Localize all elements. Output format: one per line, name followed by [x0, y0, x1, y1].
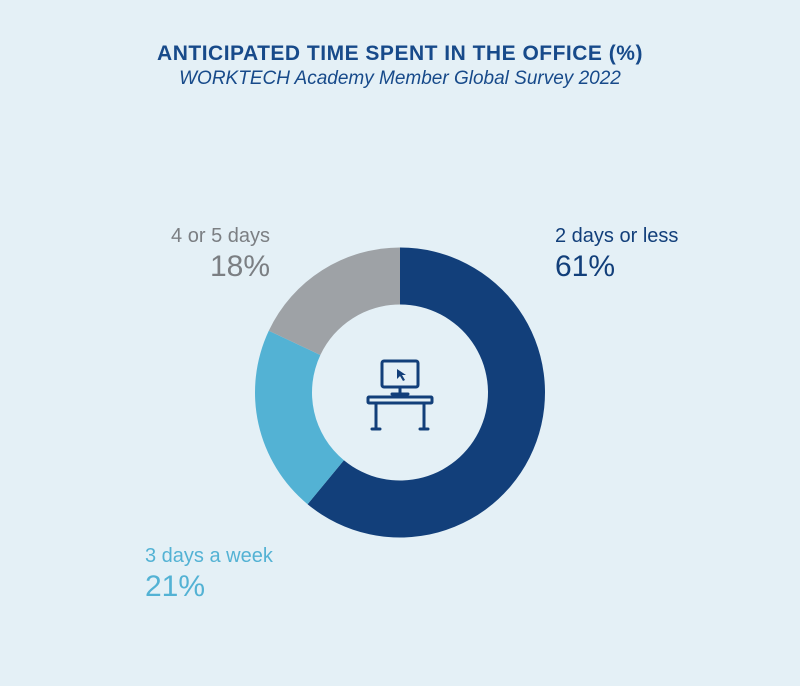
infographic-canvas: { "background_color": "#e4f0f6", "title"…: [0, 0, 800, 686]
slice-pct-text: 61%: [555, 250, 678, 285]
chart-title: ANTICIPATED TIME SPENT IN THE OFFICE (%)…: [0, 42, 800, 90]
donut-slice-four_five: [269, 248, 400, 356]
slice-label-text: 4 or 5 days: [150, 225, 270, 248]
slice-label-three-days: 3 days a week 21%: [145, 545, 273, 605]
title-line-2: WORKTECH Academy Member Global Survey 20…: [0, 68, 800, 90]
slice-label-two-or-less: 2 days or less 61%: [555, 225, 678, 285]
slice-label-text: 2 days or less: [555, 225, 678, 248]
title-line-1: ANTICIPATED TIME SPENT IN THE OFFICE (%): [0, 42, 800, 66]
slice-label-text: 3 days a week: [145, 545, 273, 568]
slice-pct-text: 18%: [150, 250, 270, 285]
desk-computer-icon: [354, 349, 446, 441]
slice-pct-text: 21%: [145, 570, 273, 605]
slice-label-four-five: 4 or 5 days 18%: [150, 225, 270, 285]
